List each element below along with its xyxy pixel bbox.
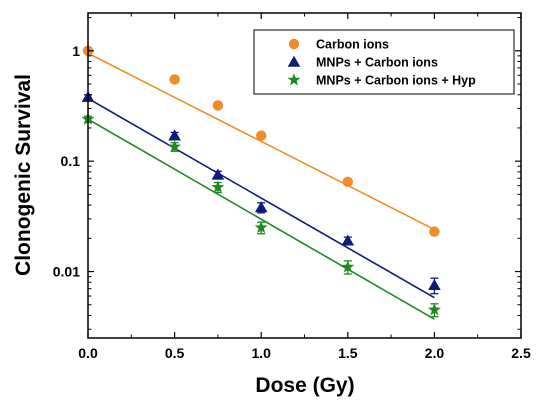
data-point [168, 129, 181, 141]
data-point [341, 234, 355, 246]
legend-marker [287, 55, 301, 67]
data-point [428, 279, 441, 291]
x-tick-label: 0.5 [165, 345, 185, 361]
y-tick-label: 0.01 [53, 264, 80, 280]
legend-label: Carbon ions [316, 38, 389, 52]
data-point [254, 201, 268, 213]
data-point [211, 180, 225, 193]
x-tick-label: 1.5 [338, 345, 358, 361]
data-point [427, 303, 441, 316]
y-axis-title: Clonogenic Survival [12, 74, 35, 276]
y-tick-label: 1 [72, 43, 80, 59]
fit-line [87, 97, 435, 299]
legend-label: MNPs + Carbon ions [316, 56, 438, 70]
legend-label: MNPs + Carbon ions + Hyp [316, 74, 476, 88]
legend: Carbon ions MNPs + Carbon ions MNPs + Carb… [253, 29, 515, 95]
series-2 [81, 90, 441, 299]
data-point [169, 74, 180, 85]
data-point [341, 260, 355, 273]
x-tick-label: 0.0 [78, 345, 98, 361]
data-point [256, 130, 267, 141]
series-1 [82, 45, 440, 237]
legend-marker [288, 38, 300, 50]
y-tick-label: 0.1 [61, 153, 81, 169]
data-point [254, 220, 268, 234]
data-point [211, 168, 225, 180]
axes: 0.0 0.5 1.0 1.5 2.0 2.5 0.01 0.1 1 [53, 12, 531, 361]
x-tick-label: 1.0 [251, 345, 271, 361]
fit-line [87, 52, 435, 231]
x-axis-title: Dose (Gy) [255, 374, 354, 397]
data-point [212, 100, 224, 111]
data-point [342, 176, 353, 188]
x-tick-label: 2.0 [425, 345, 445, 361]
x-tick-label: 2.5 [511, 345, 531, 361]
series-3 [81, 112, 441, 320]
legend-marker [287, 73, 301, 86]
data-point [429, 226, 440, 237]
fit-line [87, 118, 435, 320]
plot-area [81, 45, 441, 320]
data-point [168, 139, 182, 153]
